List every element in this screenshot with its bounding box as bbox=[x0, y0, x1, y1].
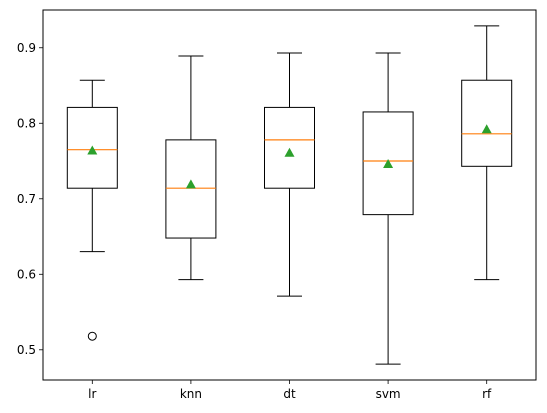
box-knn bbox=[165, 139, 217, 239]
x-tick-label-lr: lr bbox=[88, 387, 96, 401]
box-lr bbox=[66, 106, 118, 189]
box-dt bbox=[264, 106, 315, 189]
mean-marker-dt bbox=[284, 147, 295, 157]
box-rf bbox=[461, 79, 513, 167]
x-tick-label-rf: rf bbox=[482, 387, 492, 401]
y-tick-label-0: 0.5 bbox=[17, 343, 36, 357]
y-tick-label-2: 0.7 bbox=[17, 192, 36, 206]
mean-marker-knn bbox=[185, 179, 196, 189]
x-tick-label-svm: svm bbox=[376, 387, 401, 401]
mean-marker-rf bbox=[481, 124, 492, 134]
box-svm bbox=[362, 111, 414, 216]
y-tick-label-4: 0.9 bbox=[17, 41, 36, 55]
chart-marks: lr knn dt svm rf 0.5 0.6 0.7 0.8 0.9 bbox=[17, 9, 537, 401]
plot-frame bbox=[42, 9, 537, 381]
y-tick-label-1: 0.6 bbox=[17, 267, 36, 281]
x-tick-label-knn: knn bbox=[180, 387, 202, 401]
mean-marker-lr bbox=[87, 145, 98, 155]
outlier-point-lr-0 bbox=[87, 331, 97, 341]
y-tick-label-3: 0.8 bbox=[17, 116, 36, 130]
mean-marker-svm bbox=[383, 159, 394, 169]
x-tick-label-dt: dt bbox=[283, 387, 296, 401]
